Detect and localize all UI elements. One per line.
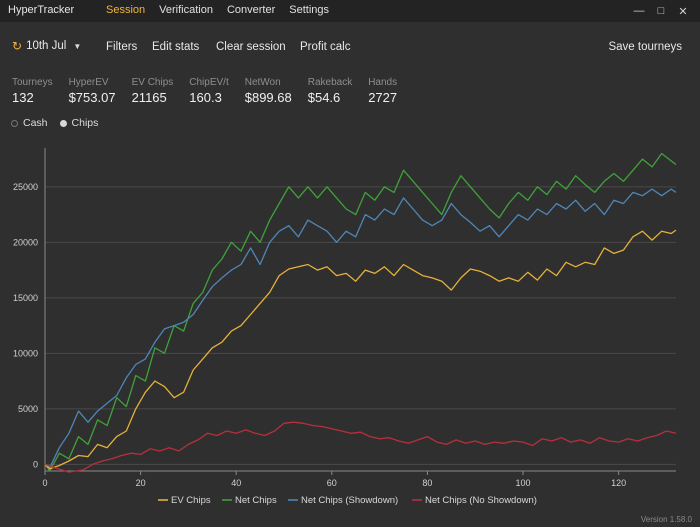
- y-tick-label: 15000: [13, 293, 38, 303]
- stat-hands: Hands 2727: [368, 77, 397, 106]
- stat-ev-chips: EV Chips 21165: [132, 77, 174, 106]
- toolbar: ↻ 10th Jul ▼ Filters Edit stats Clear se…: [0, 36, 700, 58]
- main-menu: Session Verification Converter Settings: [106, 4, 329, 16]
- legend-entry: Net Chips: [235, 495, 277, 506]
- close-icon[interactable]: ✕: [678, 5, 688, 18]
- chips-radio[interactable]: Chips: [59, 117, 99, 129]
- maximize-icon[interactable]: □: [657, 5, 665, 17]
- sync-icon: ↻: [12, 39, 23, 53]
- date-picker[interactable]: ↻ 10th Jul ▼: [12, 39, 81, 53]
- legend-entry: Net Chips (No Showdown): [425, 495, 537, 506]
- radio-unchecked-icon: [11, 119, 18, 127]
- radio-checked-icon: [59, 119, 67, 127]
- x-tick-label: 20: [136, 478, 146, 488]
- series-line-net-chips-no-showdown: [44, 421, 677, 473]
- stat-label: Rakeback: [307, 77, 353, 88]
- series-line-ev-chips: [44, 229, 677, 470]
- y-tick-label: 0: [33, 459, 38, 469]
- stat-value: 132: [12, 90, 34, 105]
- cash-radio[interactable]: Cash: [11, 117, 48, 129]
- cash-label: Cash: [23, 117, 48, 129]
- stat-label: EV Chips: [131, 77, 174, 88]
- legend-entry: Net Chips (Showdown): [301, 495, 398, 506]
- stat-label: ChipEV/t: [189, 77, 229, 88]
- version-label: Version 1.58.0: [640, 515, 692, 524]
- chips-chart: 0 5000 10000 15000 20000 25000 0 20 40 60 80 100 120…: [13, 148, 677, 506]
- save-tourneys-button[interactable]: Save tourneys: [608, 41, 682, 53]
- y-tick-label: 25000: [13, 182, 38, 192]
- stat-tourneys: Tourneys 132: [12, 77, 53, 106]
- window-controls: — □ ✕: [628, 2, 694, 20]
- series-line-net-chips: [44, 152, 677, 472]
- menu-settings[interactable]: Settings: [289, 4, 329, 16]
- menu-verification[interactable]: Verification: [159, 4, 213, 16]
- stat-hyperev: HyperEV $753.07: [69, 77, 116, 106]
- app-title: HyperTracker: [8, 4, 75, 16]
- stat-rakeback: Rakeback $54.6: [308, 77, 352, 106]
- menu-converter[interactable]: Converter: [226, 4, 276, 16]
- stat-netwon: NetWon $899.68: [245, 77, 292, 106]
- stat-value: 2727: [368, 90, 398, 105]
- x-tick-label: 120: [611, 478, 626, 488]
- y-tick-label: 20000: [13, 237, 38, 247]
- x-tick-label: 40: [231, 478, 241, 488]
- x-tick-label: 60: [327, 478, 337, 488]
- stat-value: $54.6: [307, 90, 341, 105]
- menu-session[interactable]: Session: [106, 4, 146, 16]
- series-line-net-chips-showdown: [44, 188, 677, 469]
- clear-session-button[interactable]: Clear session: [216, 41, 286, 53]
- stat-label: Hands: [368, 77, 398, 88]
- mode-toggle: Cash Chips: [11, 117, 98, 129]
- x-tick-label: 80: [422, 478, 432, 488]
- stat-chipev-per-t: ChipEV/t 160.3: [189, 77, 228, 106]
- stat-label: Tourneys: [12, 77, 53, 88]
- chips-label: Chips: [71, 117, 99, 129]
- x-tick-label: 100: [516, 478, 531, 488]
- profit-calc-button[interactable]: Profit calc: [300, 41, 351, 53]
- stat-value: 160.3: [189, 90, 222, 105]
- y-tick-label: 5000: [18, 404, 38, 414]
- title-bar: HyperTracker Session Verification Conver…: [0, 0, 700, 22]
- y-tick-label: 10000: [13, 348, 38, 358]
- edit-stats-button[interactable]: Edit stats: [152, 41, 200, 53]
- stat-label: NetWon: [244, 77, 281, 88]
- date-label: 10th Jul: [26, 40, 67, 52]
- stats-bar: Tourneys 132 HyperEV $753.07 EV Chips 21…: [12, 77, 413, 106]
- x-tick-label: 0: [42, 478, 47, 488]
- chevron-down-icon: ▼: [73, 41, 82, 51]
- stat-value: $753.07: [68, 90, 116, 105]
- stat-value: 21165: [131, 90, 167, 105]
- stat-label: HyperEV: [68, 77, 109, 88]
- stat-value: $899.68: [244, 90, 292, 105]
- legend-entry: EV Chips: [171, 495, 211, 506]
- minimize-icon[interactable]: —: [633, 5, 645, 17]
- filters-button[interactable]: Filters: [106, 41, 138, 53]
